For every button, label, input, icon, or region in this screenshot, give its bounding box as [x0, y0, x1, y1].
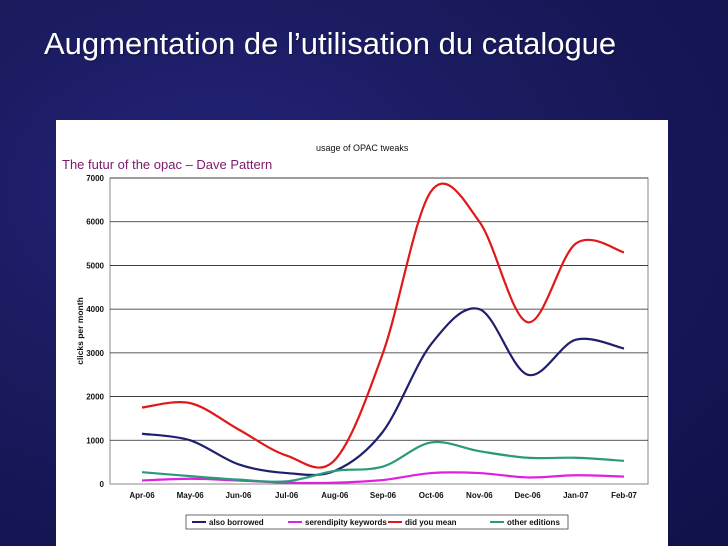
y-tick-label: 7000 [86, 174, 104, 183]
series-line-also-borrowed [141, 307, 625, 477]
y-tick-label: 3000 [86, 349, 104, 358]
chart-caption: The futur of the opac – Dave Pattern [62, 157, 273, 172]
slide-title: Augmentation de l’utilisation du catalog… [44, 26, 617, 61]
legend-label-did-you-mean: did you mean [405, 518, 457, 527]
y-tick-label: 2000 [86, 393, 104, 402]
y-tick-label: 6000 [86, 218, 104, 227]
x-tick-label: Aug-06 [321, 491, 349, 500]
legend-box [185, 514, 569, 530]
y-tick-label: 5000 [86, 261, 104, 270]
chart-title: usage of OPAC tweaks [316, 143, 409, 153]
x-tick-label: Jun-06 [226, 491, 252, 500]
chart-panel: usage of OPAC tweaks 0 1000 2000 3000 4000 500… [56, 120, 668, 546]
x-tick-label: Oct-06 [419, 491, 444, 500]
y-tick-label: 4000 [86, 305, 104, 314]
x-tick-label: Jul-06 [275, 491, 299, 500]
x-tick-label: Nov-06 [466, 491, 493, 500]
x-tick-label: Sep-06 [370, 491, 397, 500]
y-axis-label: clicks per month [75, 297, 85, 365]
legend-label-other-editions: other editions [507, 518, 560, 527]
x-tick-label: Jan-07 [563, 491, 589, 500]
series-line-did-you-mean [141, 182, 625, 469]
y-tick-label: 1000 [86, 436, 104, 445]
x-tick-label: Feb-07 [611, 491, 637, 500]
x-tick-label: Dec-06 [514, 491, 541, 500]
y-tick-label: 0 [100, 480, 105, 489]
x-tick-label: Apr-06 [129, 491, 155, 500]
line-chart: usage of OPAC tweaks 0 1000 2000 3000 4000 500… [75, 143, 649, 530]
x-tick-label: May-06 [177, 491, 205, 500]
legend-label-also-borrowed: also borrowed [209, 518, 264, 527]
legend-label-serendipity-keywords: serendipity keywords [305, 518, 387, 527]
